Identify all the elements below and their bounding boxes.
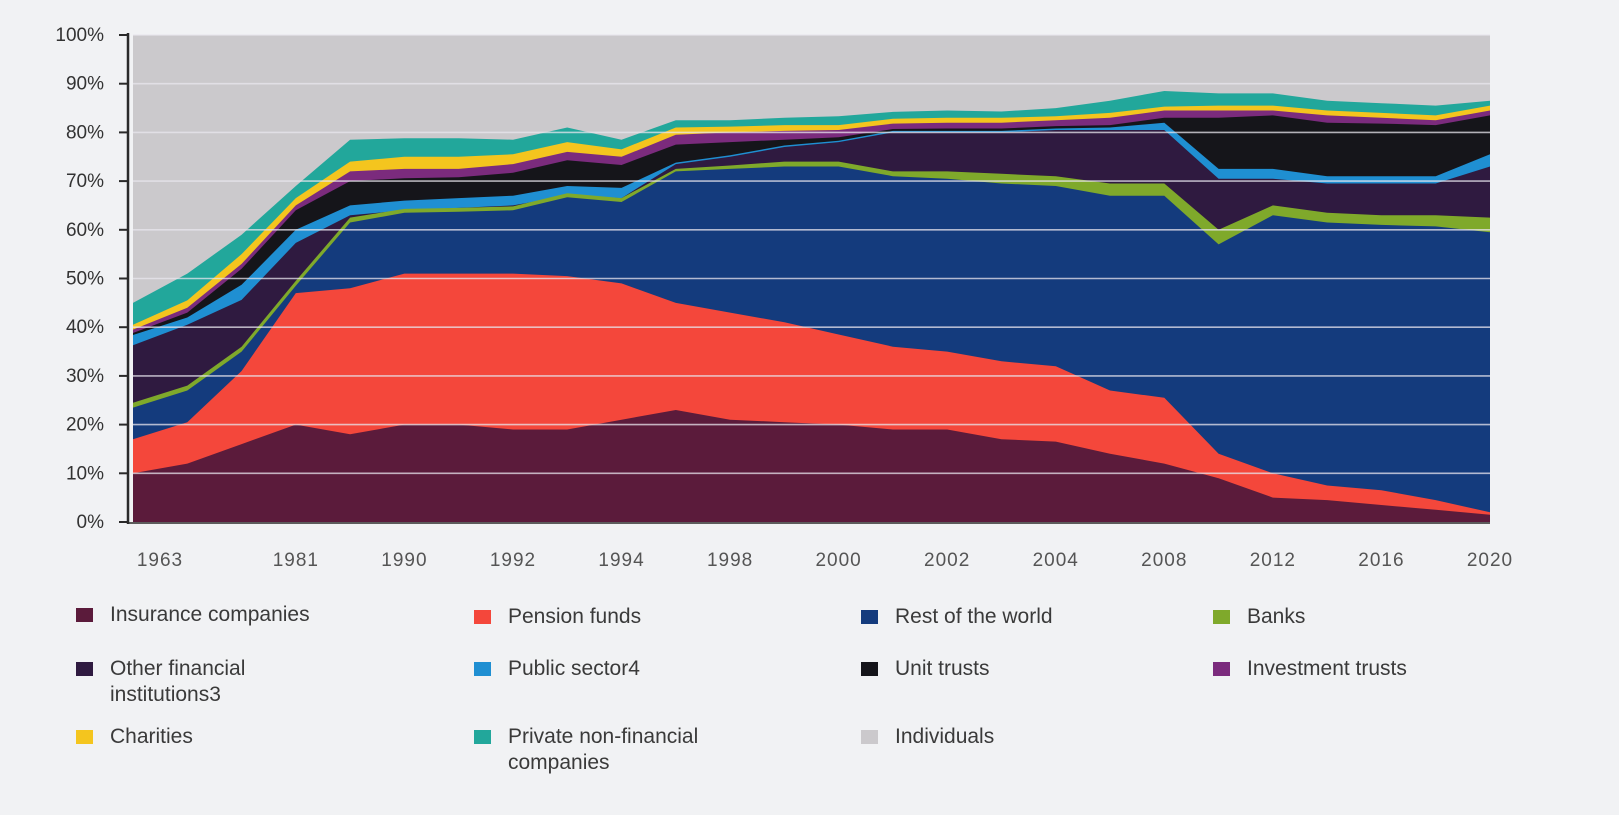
- x-tick-label: 2016: [1358, 550, 1404, 571]
- x-tick-labels: 1963 1981 1990 1992 1994 1998 2000 2002 2004 2008…: [137, 550, 1513, 571]
- x-tick-label: 2000: [815, 550, 861, 571]
- x-tick-label: 2004: [1033, 550, 1079, 571]
- x-tick-label: 1992: [490, 550, 536, 571]
- y-tick-label: 50%: [66, 269, 104, 290]
- y-tick-label: 100%: [55, 25, 104, 46]
- x-tick-label: 2008: [1141, 550, 1187, 571]
- y-tick-label: 20%: [66, 415, 104, 436]
- area-insurance-companies: [133, 410, 1490, 522]
- x-tick-label: 1998: [707, 550, 753, 571]
- y-tick-label: 70%: [66, 171, 104, 192]
- gridlines: [133, 34, 1490, 475]
- x-tick-label: 1963: [137, 550, 183, 571]
- y-tick-label: 10%: [66, 463, 104, 484]
- y-tick-label: 30%: [66, 366, 104, 387]
- x-tick-label: 1981: [273, 550, 319, 571]
- y-tick-label: 80%: [66, 122, 104, 143]
- y-tick-label: 90%: [66, 74, 104, 95]
- y-tick-labels: 0% 10% 20% 30% 40% 50% 60% 70% 80% 90% 100%: [55, 25, 104, 533]
- y-tick-label: 0%: [77, 512, 105, 533]
- y-axis: [119, 33, 1490, 524]
- x-tick-label: 2002: [924, 550, 970, 571]
- x-tick-label: 2012: [1250, 550, 1296, 571]
- y-tick-label: 40%: [66, 317, 104, 338]
- y-tick-label: 60%: [66, 220, 104, 241]
- x-tick-label: 2020: [1467, 550, 1513, 571]
- x-tick-label: 1990: [381, 550, 427, 571]
- x-tick-label: 1994: [598, 550, 644, 571]
